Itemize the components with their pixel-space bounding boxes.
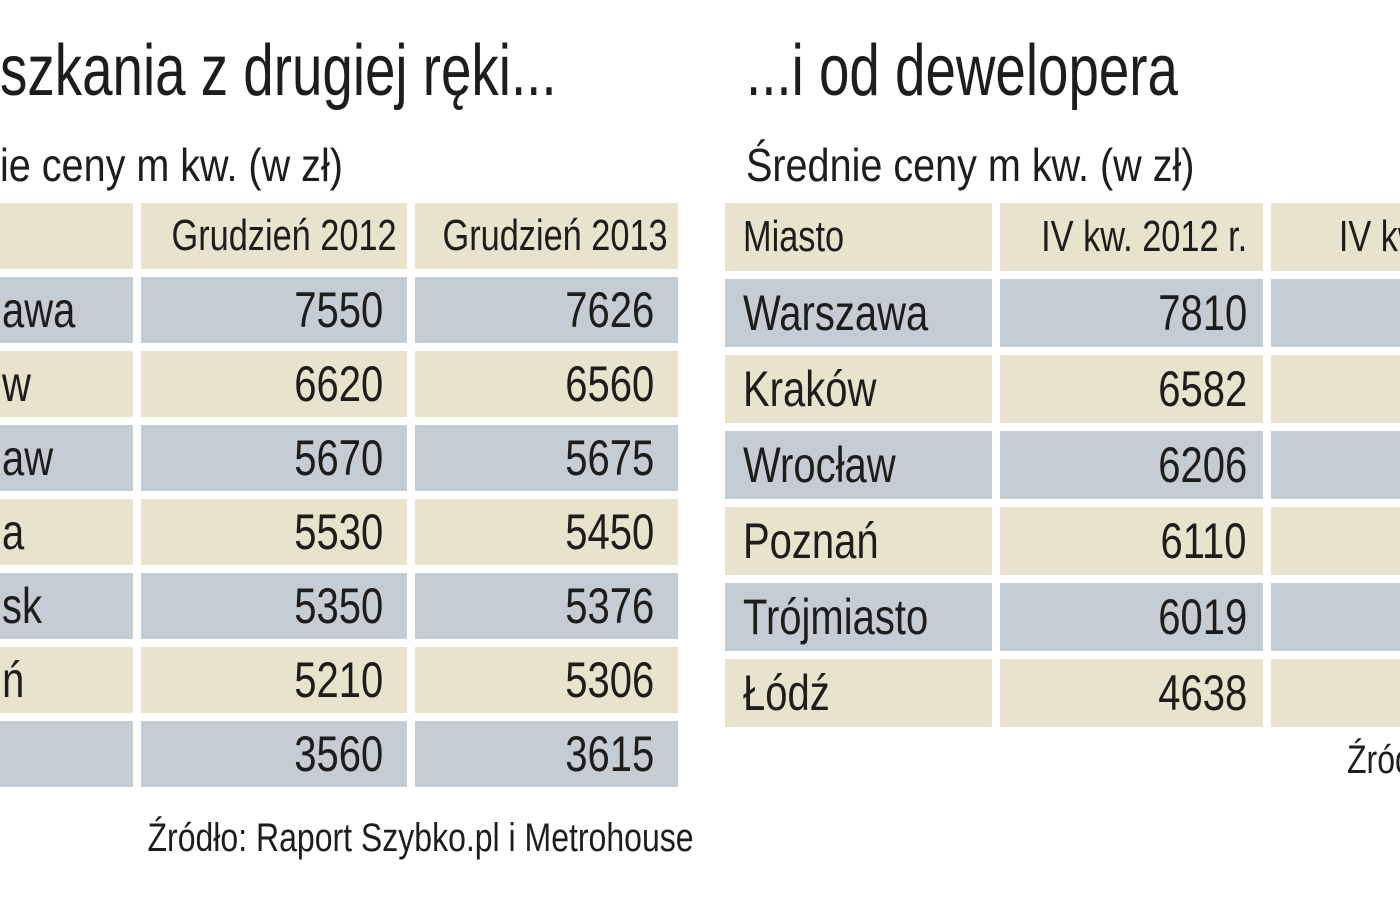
price-value: 5210 — [294, 652, 383, 708]
price-value: 4638 — [1158, 665, 1247, 721]
price-value: 6560 — [565, 356, 654, 412]
right-table-header-q4-2013: IV kw — [1271, 203, 1400, 271]
price-value: 6620 — [294, 356, 383, 412]
left-table-row-value-2013: 5306 — [415, 647, 678, 713]
price-value: 6582 — [1158, 361, 1247, 417]
left-table-row-value-2013: 3615 — [415, 721, 678, 787]
right-table-row-value-2012: 6019 — [1000, 583, 1263, 651]
right-table-row-value-2012: 7810 — [1000, 279, 1263, 347]
right-table-row-value-2013 — [1271, 583, 1400, 651]
left-table-header-2012-label: Grudzień 2012 — [171, 211, 397, 260]
price-value: 5376 — [565, 578, 654, 634]
city-label: awa — [2, 282, 76, 338]
left-table-header-2013-label: Grudzień 2013 — [442, 211, 668, 260]
left-table-header-2012: Grudzień 2012 — [141, 203, 407, 269]
left-table-row-value-2012: 5210 — [141, 647, 407, 713]
price-value: 3615 — [565, 726, 654, 782]
price-value: 5675 — [565, 430, 654, 486]
left-table-header-city — [0, 203, 133, 269]
left-source-text: Źródło: Raport Szybko.pl i Metrohouse — [147, 816, 694, 860]
left-source: Źródło: Raport Szybko.pl i Metrohouse — [11, 818, 694, 858]
right-table-row-value-2012: 6206 — [1000, 431, 1263, 499]
right-table-row-city: Łódź — [725, 659, 992, 727]
right-table-row-value-2013 — [1271, 659, 1400, 727]
right-table-row-city: Wrocław — [725, 431, 992, 499]
price-value: 5350 — [294, 578, 383, 634]
price-value: 7810 — [1158, 285, 1247, 341]
left-table-row-city: awa — [0, 277, 133, 343]
left-table-row-value-2013: 7626 — [415, 277, 678, 343]
city-label: Trójmiasto — [743, 589, 929, 645]
left-panel-title: szkania z drugiej ręki... — [0, 35, 732, 107]
city-label: a — [2, 504, 25, 560]
city-label: Wrocław — [743, 437, 896, 493]
right-table-row-city: Kraków — [725, 355, 992, 423]
right-table-row-value-2012: 4638 — [1000, 659, 1263, 727]
right-table-header-city-label: Miasto — [743, 212, 845, 261]
left-table-row-city — [0, 721, 133, 787]
left-table-row-value-2013: 5675 — [415, 425, 678, 491]
right-table-row-value-2013 — [1271, 355, 1400, 423]
left-table-row-value-2012: 5670 — [141, 425, 407, 491]
left-table-row-city: a — [0, 499, 133, 565]
right-panel-subtitle: Średnie ceny m kw. (w zł) — [746, 142, 1267, 188]
city-label: sk — [2, 578, 42, 634]
right-table: Miasto IV kw. 2012 r. IV kw Warszawa 781… — [725, 203, 1400, 727]
city-label: w — [2, 356, 31, 412]
left-table-row-value-2013: 5450 — [415, 499, 678, 565]
right-table-row-value-2013 — [1271, 431, 1400, 499]
price-value: 5450 — [565, 504, 654, 560]
left-table-row-value-2012: 3560 — [141, 721, 407, 787]
right-table-header-q4-2012-label: IV kw. 2012 r. — [1040, 212, 1247, 261]
right-table-row-value-2012: 6110 — [1000, 507, 1263, 575]
price-value: 5670 — [294, 430, 383, 486]
left-table-row-city: sk — [0, 573, 133, 639]
left-table-row-value-2012: 6620 — [141, 351, 407, 417]
left-table-row-city: w — [0, 351, 133, 417]
city-label: aw — [2, 430, 54, 486]
city-label: Łódź — [743, 665, 830, 721]
right-table-header-q4-2012: IV kw. 2012 r. — [1000, 203, 1263, 271]
price-value: 6206 — [1158, 437, 1247, 493]
right-panel-subtitle-text: Średnie ceny m kw. (w zł) — [746, 139, 1195, 191]
right-table-header-city: Miasto — [725, 203, 992, 271]
price-value: 5306 — [565, 652, 654, 708]
left-table: Grudzień 2012 Grudzień 2013 awa 7550 762… — [0, 203, 678, 787]
right-table-row-city: Trójmiasto — [725, 583, 992, 651]
right-panel-title: ...i od dewelopera — [746, 35, 1314, 107]
price-value: 7626 — [565, 282, 654, 338]
city-label: Warszawa — [743, 285, 929, 341]
price-value: 6110 — [1160, 513, 1247, 569]
left-table-row-value-2012: 7550 — [141, 277, 407, 343]
right-table-row-value-2012: 6582 — [1000, 355, 1263, 423]
left-table-row-value-2012: 5350 — [141, 573, 407, 639]
left-panel-title-text: szkania z drugiej ręki... — [0, 31, 557, 111]
city-label: Poznań — [743, 513, 879, 569]
left-panel-subtitle: ie ceny m kw. (w zł) — [0, 142, 399, 188]
right-source-text: Źród — [1347, 738, 1400, 782]
left-table-row-value-2013: 6560 — [415, 351, 678, 417]
left-table-row-city: ń — [0, 647, 133, 713]
price-value: 5530 — [294, 504, 383, 560]
right-table-row-value-2013 — [1271, 279, 1400, 347]
left-table-row-value-2013: 5376 — [415, 573, 678, 639]
right-panel-title-text: ...i od dewelopera — [746, 31, 1178, 111]
right-table-row-city: Poznań — [725, 507, 992, 575]
price-value: 7550 — [294, 282, 383, 338]
price-value: 6019 — [1158, 589, 1247, 645]
left-table-row-value-2012: 5530 — [141, 499, 407, 565]
price-value: 3560 — [294, 726, 383, 782]
right-table-header-q4-2013-label: IV kw — [1338, 212, 1400, 261]
right-table-row-value-2013 — [1271, 507, 1400, 575]
left-panel-subtitle-text: ie ceny m kw. (w zł) — [0, 139, 343, 191]
left-table-header-2013: Grudzień 2013 — [415, 203, 678, 269]
right-table-row-city: Warszawa — [725, 279, 992, 347]
city-label: ń — [2, 652, 25, 708]
city-label: Kraków — [743, 361, 877, 417]
left-table-row-city: aw — [0, 425, 133, 491]
right-source: Źród — [1347, 740, 1400, 780]
